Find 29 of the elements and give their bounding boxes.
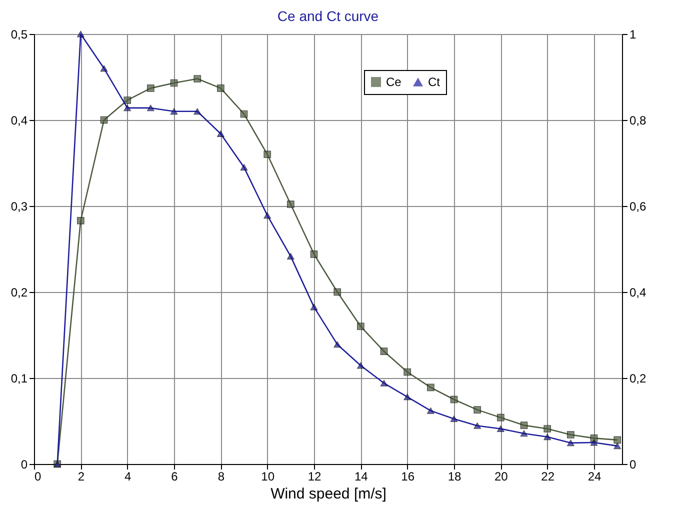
x-tick-label: 0 — [34, 470, 42, 484]
legend-label: Ce — [386, 75, 402, 89]
y-tick-label: 0,1 — [10, 372, 28, 386]
x-tick-label: 20 — [494, 470, 508, 484]
x-tick-label: 6 — [171, 470, 178, 484]
y-tick-label: 0 — [20, 458, 28, 472]
x-tick-label: 18 — [448, 470, 462, 484]
y-tick-label: 0,4 — [10, 114, 28, 128]
x-tick-label: 24 — [588, 470, 602, 484]
y-tick-label: 0,2 — [10, 286, 28, 300]
x-tick-label: 22 — [541, 470, 555, 484]
y-tick-label: 0,5 — [10, 28, 28, 42]
x-axis-title: Wind speed [m/s] — [270, 486, 386, 502]
legend-label: Ct — [428, 75, 441, 89]
y2-tick-label: 0,4 — [630, 286, 647, 300]
x-tick-label: 2 — [78, 470, 85, 484]
x-tick-label: 16 — [401, 470, 415, 484]
y2-tick-label: 0,2 — [630, 372, 647, 386]
y-tick-label: 0,3 — [10, 200, 28, 214]
x-tick-label: 10 — [261, 470, 275, 484]
y2-tick-label: 0 — [630, 458, 636, 472]
x-tick-label: 8 — [218, 470, 225, 484]
x-tick-label: 4 — [124, 470, 132, 484]
y2-tick-label: 0,8 — [630, 114, 647, 128]
x-tick-label: 14 — [354, 470, 368, 484]
y2-tick-label: 1 — [630, 28, 636, 42]
y2-tick-label: 0,6 — [630, 200, 647, 214]
chart-title: Ce and Ct curve — [277, 8, 379, 24]
x-tick-label: 12 — [308, 470, 322, 484]
